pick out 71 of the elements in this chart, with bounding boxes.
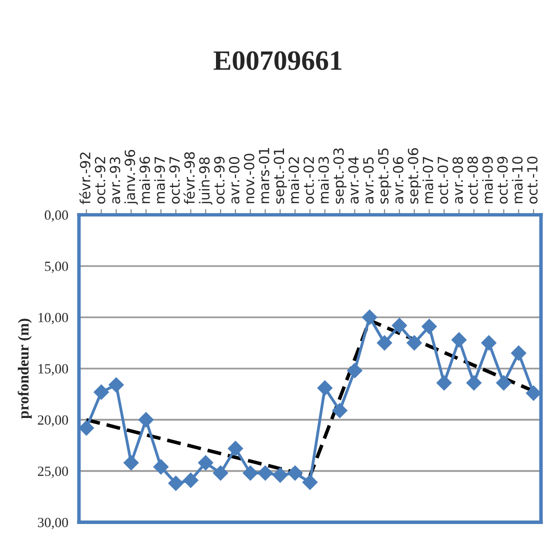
x-tick-label: oct.-92 [94,157,106,204]
x-tick-label: févr.-92 [79,152,90,204]
point [78,420,94,436]
point [212,465,228,481]
point [392,318,407,334]
y-tick-label: 0,00 [44,210,68,222]
x-tick-label: avr.-06 [392,157,404,204]
x-tick-label: nov.-00 [244,154,254,204]
point [317,380,332,396]
x-tick-label: avr.-08 [452,157,464,204]
point [511,346,526,361]
point [466,375,482,390]
x-tick-label: mars-01 [258,148,270,204]
y-tick-label: 5,00 [45,262,68,274]
x-tick-label: oct.-09 [497,156,508,204]
point [242,465,258,481]
chart-title: E00709661 [214,51,342,70]
y-tick-label: 30,00 [38,518,68,530]
point [406,335,422,350]
point [526,386,541,401]
point [258,465,273,481]
x-tick-label: févr.-98 [183,152,195,204]
x-tick-label: oct.-02 [303,157,314,204]
x-tick-label: sept.-06 [408,148,422,204]
point [183,472,198,488]
x-tick-label: mai-07 [422,157,434,204]
x-tick-label: avr.-04 [348,156,359,204]
x-tick-label: oct.-10 [527,156,538,204]
x-tick-label: oct.-97 [169,156,180,204]
point [376,335,392,350]
x-tick-label: sept.-01 [274,148,287,204]
point [451,332,467,348]
y-tick-label: 15,00 [38,364,68,376]
point [436,375,452,390]
x-tick-label: oct.-08 [467,156,478,204]
point [168,476,184,491]
x-tick-label: sept.-05 [378,148,392,204]
x-tick-label: mai-09 [482,156,493,204]
x-tick-label: mai-10 [512,156,523,204]
point [198,455,214,470]
point [481,335,496,350]
y-tick-label: 25,00 [38,466,68,478]
y-tick-label: 10,00 [38,312,68,324]
point [362,310,378,325]
x-tick-label: oct.-99 [214,156,225,204]
x-tick-label: avr.-93 [110,157,120,204]
x-tick-label: avr.-00 [228,157,240,204]
x-tick-label: mai-03 [318,156,329,204]
point [347,363,362,378]
x-tick-label: janv.-96 [124,150,138,205]
point [94,384,109,400]
point [302,474,318,490]
x-tick-label: sept.-03 [333,148,346,204]
x-tick-label: mai-97 [154,157,165,204]
y-tick-label: 20,00 [38,415,68,427]
x-tick-label: oct.-07 [438,156,448,204]
point [422,318,437,334]
point [496,375,512,390]
point [287,465,303,481]
point [124,455,139,470]
point [272,468,288,483]
point [138,412,154,428]
y-axis-title: profondeur (m) [18,318,32,419]
point [228,440,244,456]
x-tick-label: avr.-05 [363,157,374,204]
point [332,402,348,418]
x-tick-label: juin-98 [198,157,212,205]
point [153,459,168,474]
point [108,377,124,392]
x-tick-label: mai-02 [288,157,300,204]
x-tick-label: mai-96 [139,156,150,204]
